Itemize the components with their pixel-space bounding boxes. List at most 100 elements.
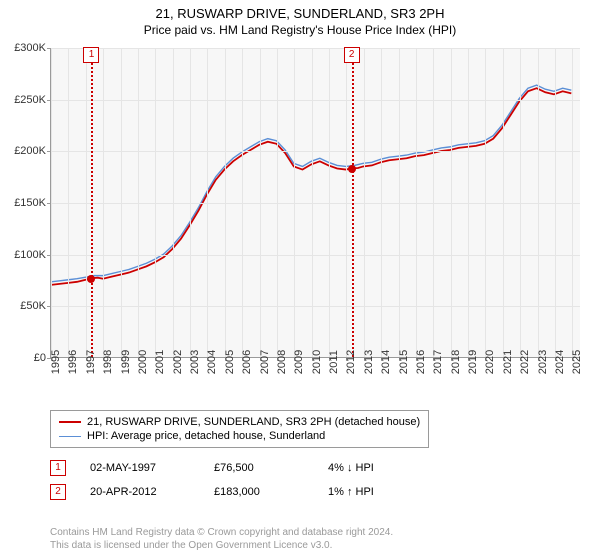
x-tick-label: 2009 [293, 350, 305, 374]
gridline-v [538, 48, 539, 357]
sale-price: £183,000 [214, 486, 304, 498]
gridline-v [468, 48, 469, 357]
gridline-v [155, 48, 156, 357]
gridline-v [572, 48, 573, 357]
chart-title: 21, RUSWARP DRIVE, SUNDERLAND, SR3 2PH [0, 0, 600, 21]
x-tick-label: 2000 [137, 350, 149, 374]
x-tick-label: 2003 [189, 350, 201, 374]
gridline-v [207, 48, 208, 357]
gridline-v [503, 48, 504, 357]
gridline-h [51, 203, 580, 204]
gridline-v [277, 48, 278, 357]
legend-swatch [59, 421, 81, 423]
x-tick-label: 2007 [259, 350, 271, 374]
x-tick-label: 2010 [311, 350, 323, 374]
x-tick-label: 2013 [363, 350, 375, 374]
x-tick-label: 2015 [398, 350, 410, 374]
gridline-v [68, 48, 69, 357]
sale-marker-number: 2 [344, 47, 360, 63]
gridline-h [51, 151, 580, 152]
sale-marker-dot [348, 165, 356, 173]
y-tick-label: £250K [0, 94, 46, 106]
legend-box: 21, RUSWARP DRIVE, SUNDERLAND, SR3 2PH (… [50, 410, 429, 448]
sales-list: 102-MAY-1997£76,5004% ↓ HPI220-APR-2012£… [50, 460, 374, 508]
gridline-v [364, 48, 365, 357]
x-tick-label: 1995 [50, 350, 62, 374]
gridline-v [225, 48, 226, 357]
gridline-v [433, 48, 434, 357]
y-tick-label: £150K [0, 197, 46, 209]
gridline-h [51, 100, 580, 101]
x-tick-label: 2023 [537, 350, 549, 374]
y-tick-label: £100K [0, 249, 46, 261]
gridline-v [190, 48, 191, 357]
x-tick-label: 2021 [502, 350, 514, 374]
gridline-h [51, 255, 580, 256]
gridline-h [51, 48, 580, 49]
gridline-v [451, 48, 452, 357]
gridline-v [555, 48, 556, 357]
y-tick-label: £50K [0, 300, 46, 312]
gridline-v [242, 48, 243, 357]
x-tick-label: 2014 [380, 350, 392, 374]
sale-marker-number: 1 [83, 47, 99, 63]
chart-container: 21, RUSWARP DRIVE, SUNDERLAND, SR3 2PH P… [0, 0, 600, 560]
footer-attribution: Contains HM Land Registry data © Crown c… [50, 526, 393, 552]
sale-marker-line [352, 48, 354, 357]
gridline-v [485, 48, 486, 357]
y-tick-label: £0 [0, 352, 46, 364]
x-tick-label: 2024 [554, 350, 566, 374]
x-tick-label: 2018 [450, 350, 462, 374]
sale-date: 02-MAY-1997 [90, 462, 190, 474]
sale-row: 220-APR-2012£183,0001% ↑ HPI [50, 484, 374, 500]
x-tick-label: 2025 [571, 350, 583, 374]
x-axis-ticks: 1995199619971998199920002001200220032004… [50, 358, 580, 406]
x-tick-label: 2001 [154, 350, 166, 374]
gridline-v [121, 48, 122, 357]
legend-label: 21, RUSWARP DRIVE, SUNDERLAND, SR3 2PH (… [87, 416, 420, 428]
plot-region: 12 [50, 48, 580, 358]
gridline-v [520, 48, 521, 357]
gridline-v [138, 48, 139, 357]
x-tick-label: 2004 [206, 350, 218, 374]
x-tick-label: 2020 [484, 350, 496, 374]
x-tick-label: 2011 [328, 350, 340, 374]
sale-price: £76,500 [214, 462, 304, 474]
y-tick-label: £200K [0, 145, 46, 157]
gridline-v [399, 48, 400, 357]
sale-marker-dot [87, 275, 95, 283]
x-tick-label: 2019 [467, 350, 479, 374]
gridline-v [260, 48, 261, 357]
legend-item: 21, RUSWARP DRIVE, SUNDERLAND, SR3 2PH (… [59, 415, 420, 429]
sale-row-number: 1 [50, 460, 66, 476]
chart-area: 12 £0£50K£100K£150K£200K£250K£300K 19951… [50, 48, 580, 358]
gridline-v [381, 48, 382, 357]
gridline-v [173, 48, 174, 357]
gridline-v [86, 48, 87, 357]
y-axis-ticks: £0£50K£100K£150K£200K£250K£300K [0, 48, 46, 358]
x-tick-label: 1996 [67, 350, 79, 374]
footer-line2: This data is licensed under the Open Gov… [50, 539, 393, 552]
gridline-v [312, 48, 313, 357]
sale-row: 1 02-MAY-1997 £76,500 4% ↓ HPI [50, 460, 374, 476]
x-tick-label: 2017 [432, 350, 444, 374]
x-tick-label: 2016 [415, 350, 427, 374]
sale-marker-line [91, 48, 93, 357]
chart-subtitle: Price paid vs. HM Land Registry's House … [0, 21, 600, 41]
gridline-v [346, 48, 347, 357]
gridline-v [103, 48, 104, 357]
gridline-v [51, 48, 52, 357]
gridline-v [416, 48, 417, 357]
x-tick-label: 2005 [224, 350, 236, 374]
x-tick-label: 2002 [172, 350, 184, 374]
sale-delta: 1% ↑ HPI [328, 486, 374, 498]
sale-delta: 4% ↓ HPI [328, 462, 374, 474]
legend-item: HPI: Average price, detached house, Sund… [59, 429, 420, 443]
x-tick-label: 2006 [241, 350, 253, 374]
y-tick-label: £300K [0, 42, 46, 54]
footer-line1: Contains HM Land Registry data © Crown c… [50, 526, 393, 539]
x-tick-label: 1999 [120, 350, 132, 374]
gridline-v [329, 48, 330, 357]
legend-swatch [59, 436, 81, 437]
x-tick-label: 2012 [345, 350, 357, 374]
